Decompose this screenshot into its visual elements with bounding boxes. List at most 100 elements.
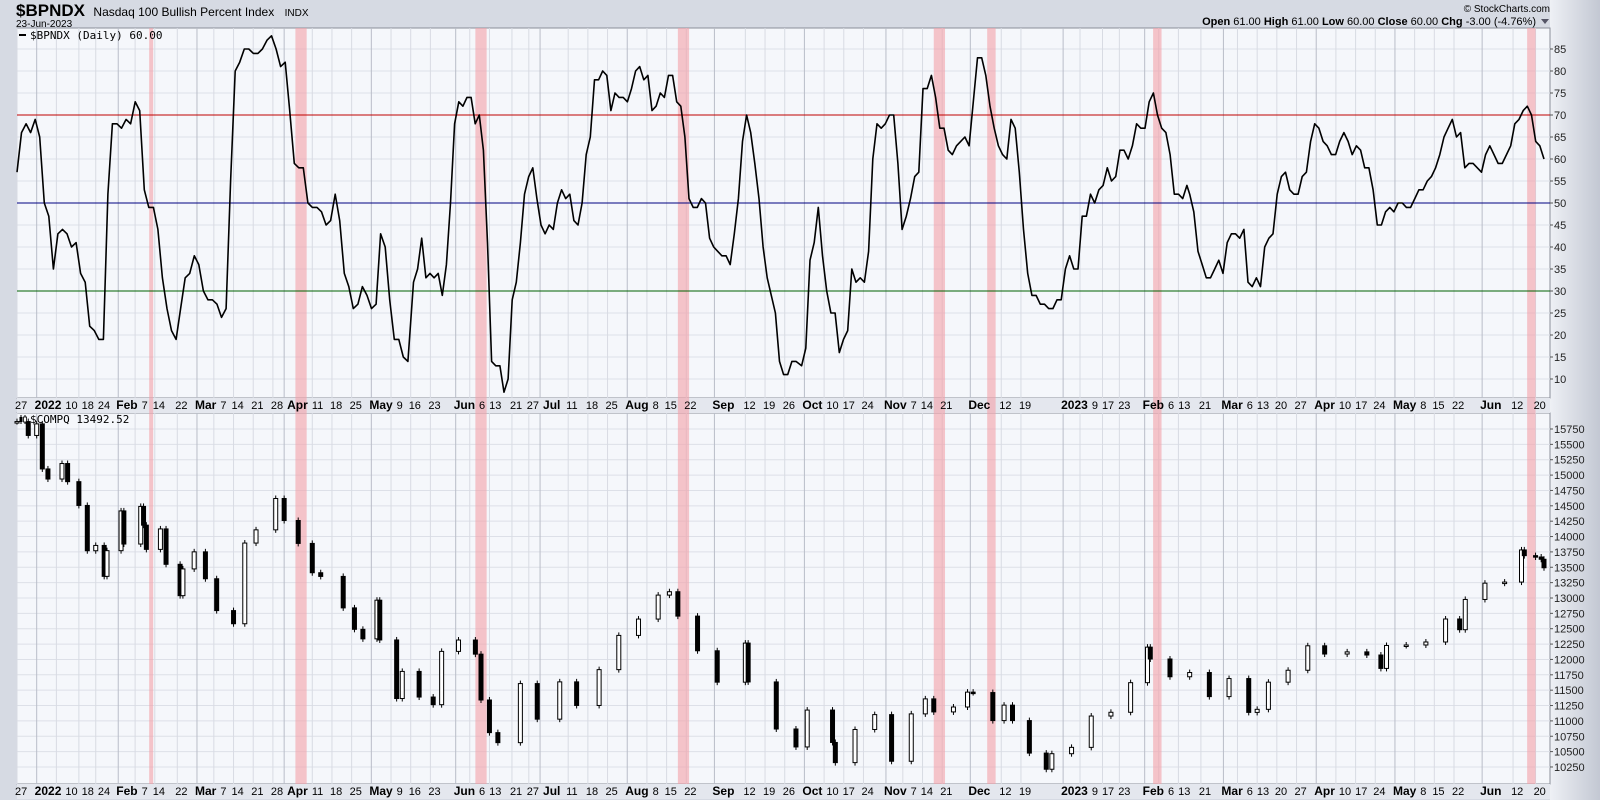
x-tick-label: 24 — [98, 786, 110, 798]
x-tick-label: Nov — [884, 784, 907, 798]
candle — [889, 714, 895, 762]
x-tick-label: 9 — [1092, 400, 1098, 412]
x-tick-label: 2022 — [35, 784, 62, 798]
x-tick-label: Apr — [1314, 398, 1335, 412]
candle — [1521, 549, 1527, 557]
x-tick-label: 15 — [1432, 400, 1444, 412]
x-tick-label: 20 — [1275, 400, 1287, 412]
y-tick-label: 12000 — [1554, 654, 1585, 666]
highlight-band — [149, 28, 154, 784]
candle — [517, 683, 523, 744]
chart-title: $BPNDX Nasdaq 100 Bullish Percent Index … — [16, 1, 309, 20]
candle — [93, 544, 99, 552]
candle — [574, 681, 580, 706]
x-tick-label: 14 — [921, 786, 933, 798]
candlestick-icon — [19, 415, 27, 424]
y-tick-label: 14500 — [1554, 501, 1585, 513]
x-tick-label: 13 — [1178, 400, 1190, 412]
gridlines — [16, 28, 1550, 784]
candle — [1533, 555, 1539, 558]
candle — [39, 423, 45, 470]
x-tick-label: Jun — [1480, 784, 1501, 798]
bpndx-legend: $BPNDX (Daily) 60.00 — [19, 29, 162, 42]
candle — [1322, 645, 1328, 655]
candle — [1378, 654, 1384, 669]
x-tick-label: 17 — [1355, 786, 1367, 798]
candle — [965, 691, 971, 708]
x-tick-label: 19 — [763, 400, 775, 412]
x-tick-label: 21 — [510, 400, 522, 412]
compq-legend: $COMPQ 13492.52 — [19, 413, 129, 426]
x-axis-strip-upper — [17, 398, 1550, 413]
x-tick-label: Jun — [454, 784, 475, 798]
x-tick-label: 23 — [1118, 786, 1130, 798]
x-tick-label: 13 — [1178, 786, 1190, 798]
x-tick-label: 27 — [527, 786, 539, 798]
x-tick-label: Dec — [968, 784, 990, 798]
x-tick-label: 12 — [999, 400, 1011, 412]
candle — [872, 714, 878, 730]
x-tick-label: 22 — [175, 400, 187, 412]
candle — [1001, 704, 1007, 722]
x-tick-label: 14 — [232, 400, 244, 412]
x-tick-label: 22 — [684, 400, 696, 412]
chart-date: 23-Jun-2023 — [16, 19, 73, 30]
bpndx-panel — [16, 27, 1551, 399]
y-tick-label: 12500 — [1554, 624, 1585, 636]
x-tick-label: 26 — [783, 786, 795, 798]
x-tick-label: 14 — [921, 400, 933, 412]
candle — [990, 692, 996, 722]
candle — [416, 670, 422, 698]
candle — [695, 615, 701, 652]
y-tick-label: 13500 — [1554, 562, 1585, 574]
candle — [655, 594, 661, 620]
x-tick-label: Apr — [287, 398, 308, 412]
x-tick-label: May — [1393, 398, 1417, 412]
copyright: © StockCharts.com — [1464, 4, 1550, 15]
candle — [1502, 581, 1508, 585]
triangle-down-icon[interactable] — [1541, 19, 1549, 24]
y-tick-label: 80 — [1554, 66, 1566, 78]
candle — [157, 528, 163, 550]
candle — [59, 463, 65, 480]
x-tick-label: 28 — [271, 786, 283, 798]
compq-legend-text: $COMPQ 13492.52 — [30, 413, 129, 426]
x-tick-label: 20 — [1275, 786, 1287, 798]
x-tick-label: Aug — [625, 784, 648, 798]
candle — [478, 653, 484, 701]
x-tick-label: Mar — [195, 784, 217, 798]
candle — [675, 591, 681, 617]
x-tick-label: 18 — [330, 786, 342, 798]
y-axis-ticks: 10 15 20 25 30 35 40 45 50 55 60 65 70 75 80 85 10250 105… — [1550, 44, 1585, 774]
x-tick-label: Mar — [1221, 784, 1243, 798]
candle — [908, 713, 914, 762]
candle — [399, 670, 405, 700]
highlight-band — [1527, 28, 1536, 784]
candle — [1364, 651, 1370, 656]
x-tick-label: 17 — [843, 400, 855, 412]
x-tick-label: 8 — [653, 400, 659, 412]
x-tick-label: 2023 — [1061, 784, 1088, 798]
x-tick-label: 18 — [82, 400, 94, 412]
x-tick-label: May — [369, 784, 393, 798]
x-tick-label: 18 — [82, 786, 94, 798]
x-tick-label: 6 — [479, 786, 485, 798]
y-tick-label: 11750 — [1554, 670, 1584, 682]
candle — [202, 551, 208, 580]
x-tick-label: Oct — [802, 398, 822, 412]
candle — [231, 610, 237, 625]
candle — [950, 706, 956, 713]
y-tick-label: 15000 — [1554, 470, 1585, 482]
candle — [922, 698, 928, 715]
chg-label: Chg — [1441, 16, 1462, 28]
x-tick-label: 11 — [312, 786, 323, 798]
candle — [1457, 618, 1463, 631]
x-tick-label: 6 — [1168, 400, 1174, 412]
x-tick-label: 11 — [566, 786, 577, 798]
x-tick-label: Jul — [543, 784, 560, 798]
y-tick-label: 55 — [1554, 176, 1566, 188]
candle — [1254, 708, 1260, 713]
y-tick-label: 85 — [1554, 44, 1566, 56]
x-tick-label: 7 — [911, 786, 917, 798]
open-label: Open — [1202, 16, 1230, 28]
